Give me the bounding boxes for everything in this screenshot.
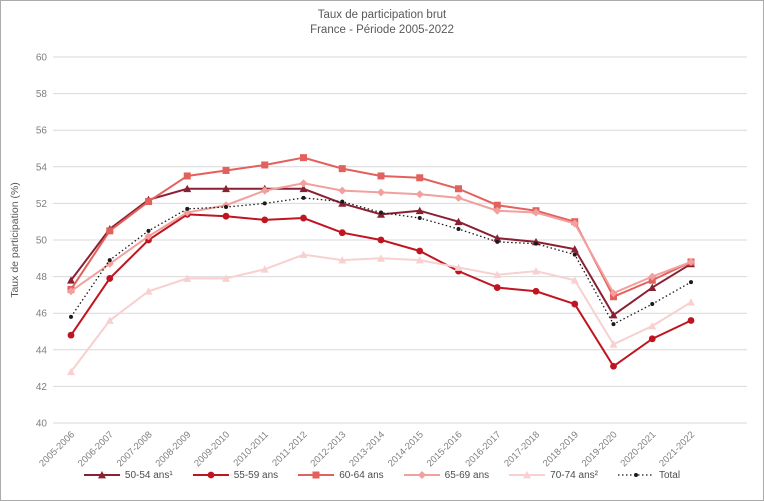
x-axis-ticks: 2005-20062006-20072007-20082008-20092009… [37, 429, 697, 469]
x-tick-label: 2013-2014 [347, 429, 387, 469]
legend-item-5: 70-74 ans² [509, 469, 598, 481]
legend-marker-circle-icon [192, 471, 229, 479]
legend-item-4: 65-69 ans [403, 469, 490, 481]
chart-legend: 50-54 ans¹ 55-59 ans 60-64 ans 65-69 ans 70-… [1, 469, 763, 481]
x-tick-label: 2007-2008 [115, 429, 155, 469]
legend-marker-triangle-icon [509, 471, 546, 479]
x-tick-label: 2016-2017 [463, 429, 503, 469]
y-tick-label: 50 [36, 236, 48, 247]
y-tick-label: 42 [36, 382, 48, 393]
x-tick-label: 2019-2020 [580, 429, 620, 469]
chart-subtitle: France - Période 2005-2022 [310, 24, 454, 36]
series-6 [69, 195, 693, 327]
series-5 [67, 250, 695, 376]
x-tick-label: 2020-2021 [618, 429, 658, 469]
y-tick-label: 56 [36, 126, 48, 137]
x-tick-label: 2021-2022 [657, 429, 697, 469]
legend-label: 50-54 ans¹ [124, 469, 173, 481]
y-tick-label: 52 [36, 199, 48, 210]
legend-label: 55-59 ans [233, 469, 279, 481]
x-tick-label: 2006-2007 [76, 429, 116, 469]
y-tick-label: 46 [36, 309, 48, 320]
legend-marker-triangle-icon [83, 471, 120, 479]
x-tick-label: 2014-2015 [386, 429, 426, 469]
y-tick-label: 44 [36, 345, 48, 356]
gridlines [53, 56, 747, 424]
chart-title: Taux de participation brut [317, 9, 447, 21]
y-tick-label: 54 [36, 162, 48, 173]
legend-item-2: 55-59 ans [192, 469, 279, 481]
x-tick-label: 2009-2010 [192, 429, 232, 469]
legend-label: 65-69 ans [444, 469, 490, 481]
legend-marker-dot-icon [617, 473, 654, 477]
y-tick-label: 60 [36, 53, 48, 64]
legend-label: Total [658, 469, 681, 481]
x-tick-label: 2008-2009 [153, 429, 193, 469]
series-2 [67, 210, 695, 370]
series-1 [67, 184, 695, 319]
legend-item-6: Total [617, 469, 681, 481]
series-4 [67, 179, 695, 298]
x-tick-label: 2010-2011 [231, 429, 270, 468]
y-tick-label: 40 [36, 419, 48, 430]
y-tick-label: 48 [36, 272, 48, 283]
legend-label: 60-64 ans [339, 469, 384, 481]
x-tick-label: 2017-2018 [502, 429, 542, 469]
x-tick-label: 2018-2019 [541, 429, 581, 469]
y-axis-title: Taux de participation (%) [9, 182, 21, 298]
data-series [67, 154, 695, 376]
legend-item-1: 50-54 ans¹ [83, 469, 173, 481]
legend-marker-diamond-icon [403, 471, 440, 479]
x-tick-label: 2015-2016 [425, 429, 465, 469]
x-tick-label: 2005-2006 [37, 429, 77, 469]
y-axis-ticks: 40 42 44 46 48 50 52 54 56 58 60 [36, 53, 48, 430]
x-tick-label: 2011-2012 [270, 429, 309, 468]
y-tick-label: 58 [36, 89, 48, 100]
x-tick-label: 2012-2013 [308, 429, 348, 469]
legend-marker-square-icon [298, 471, 335, 479]
legend-item-3: 60-64 ans [298, 469, 384, 481]
legend-label: 70-74 ans² [550, 469, 598, 481]
